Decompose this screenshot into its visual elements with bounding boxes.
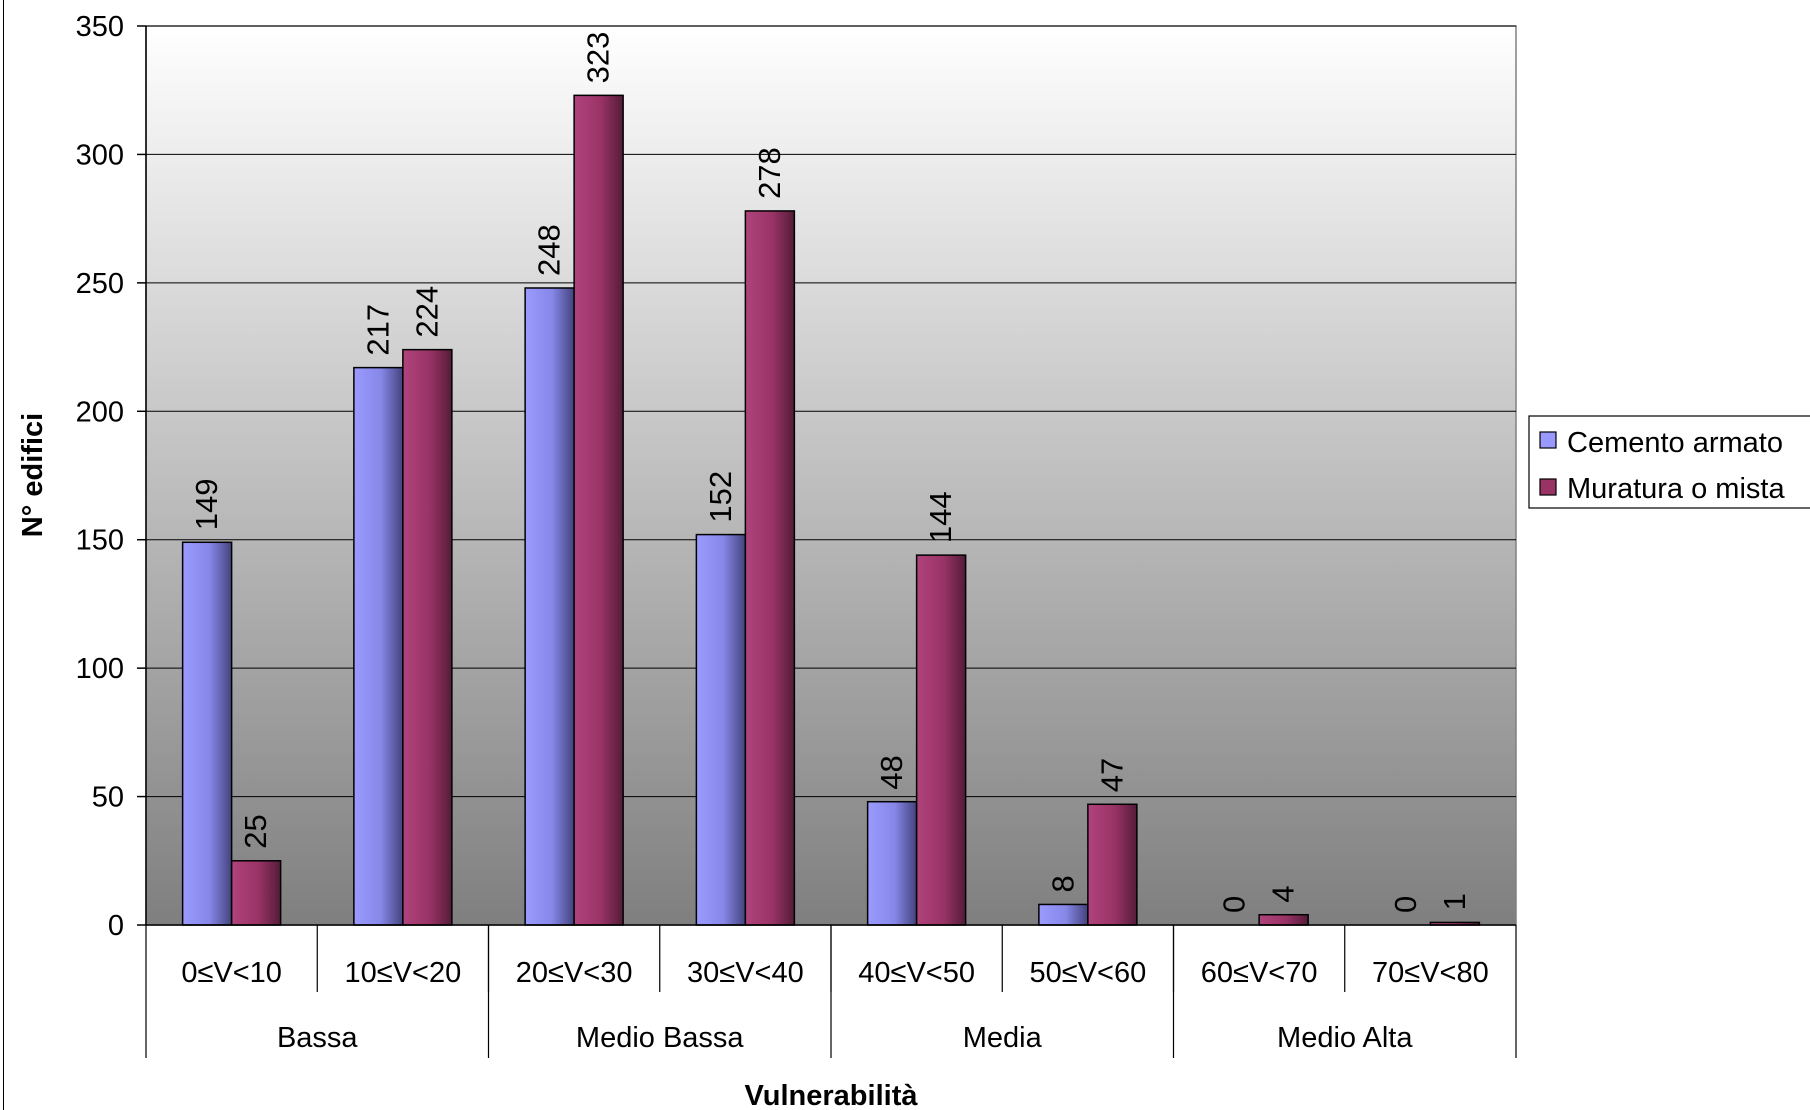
plot-area [145, 25, 1517, 926]
x-category-label: 60≤V<70 [1201, 957, 1318, 989]
y-axis-title: N° edifici [17, 413, 49, 537]
bar-muratura-o-mista [744, 210, 796, 926]
bar-muratura-o-mista [230, 860, 282, 926]
y-axis-ticks: 0 50 100 150 200 250 300 350 [76, 11, 146, 942]
y-tick-label: 300 [76, 139, 124, 171]
x-axis-title: Vulnerabilità [745, 1080, 919, 1110]
y-tick-label: 250 [76, 268, 124, 300]
legend-label-cemento-armato: Cemento armato [1567, 427, 1783, 459]
x-category-label: 0≤V<10 [181, 957, 282, 989]
bar-cemento-armato [353, 366, 404, 926]
x-axis-categories: 0≤V<10 10≤V<20 20≤V<30 30≤V<40 40≤V<50 50≤V<6… [181, 925, 1489, 992]
x-category-label: 20≤V<30 [516, 957, 633, 989]
data-label: 149 [189, 479, 224, 531]
x-group-label: Medio Bassa [576, 1022, 745, 1054]
data-label: 144 [923, 491, 958, 543]
y-tick-label: 0 [108, 910, 124, 942]
chart-frame [3, 0, 4, 1110]
bar-cemento-armato [181, 541, 233, 926]
data-label: 323 [581, 32, 616, 84]
x-category-label: 50≤V<60 [1030, 957, 1147, 989]
x-group-label: Bassa [277, 1022, 358, 1054]
y-tick-label: 50 [92, 782, 124, 814]
legend-swatch-muratura-o-mista [1539, 478, 1557, 496]
x-axis-groups: Bassa Medio Bassa Media Medio Alta [145, 925, 1517, 1058]
bar-cemento-armato [695, 533, 747, 926]
x-category-label: 10≤V<20 [345, 957, 462, 989]
legend-label-muratura-o-mista: Muratura o mista [1567, 473, 1785, 505]
bar-cemento-armato [524, 287, 575, 926]
legend-box [1528, 415, 1810, 509]
data-label: 25 [238, 814, 273, 848]
data-label: 0 [1217, 896, 1252, 913]
bar-muratura-o-mista [402, 348, 453, 926]
x-group-label: Medio Alta [1277, 1022, 1413, 1054]
bar-muratura-o-mista [573, 94, 624, 926]
x-category-label: 30≤V<40 [687, 957, 804, 989]
data-label: 1 [1437, 893, 1472, 910]
legend: Cemento armato Muratura o mista [1528, 415, 1810, 509]
data-label: 47 [1094, 758, 1129, 792]
bar-muratura-o-mista [1258, 913, 1309, 926]
data-label: 248 [532, 224, 567, 276]
x-group-label: Media [963, 1022, 1043, 1054]
x-category-label: 40≤V<50 [858, 957, 975, 989]
data-label: 224 [409, 286, 444, 338]
x-category-label: 70≤V<80 [1372, 957, 1489, 989]
y-tick-label: 100 [76, 653, 124, 685]
bars [181, 94, 1481, 926]
data-label: 217 [360, 304, 395, 356]
bar-cemento-armato [1038, 903, 1089, 926]
data-label: 4 [1266, 885, 1301, 902]
data-label: 8 [1045, 875, 1080, 892]
bar-cemento-armato [866, 800, 918, 926]
bar-muratura-o-mista [1087, 803, 1138, 926]
data-label: 278 [752, 147, 787, 199]
legend-swatch-cemento-armato [1539, 431, 1557, 449]
y-tick-label: 200 [76, 396, 124, 428]
data-label: 48 [874, 755, 909, 789]
data-label: 152 [703, 471, 738, 523]
y-tick-label: 350 [76, 11, 124, 43]
data-label: 0 [1388, 896, 1423, 913]
bar-muratura-o-mista [915, 554, 967, 926]
y-tick-label: 150 [76, 525, 124, 557]
